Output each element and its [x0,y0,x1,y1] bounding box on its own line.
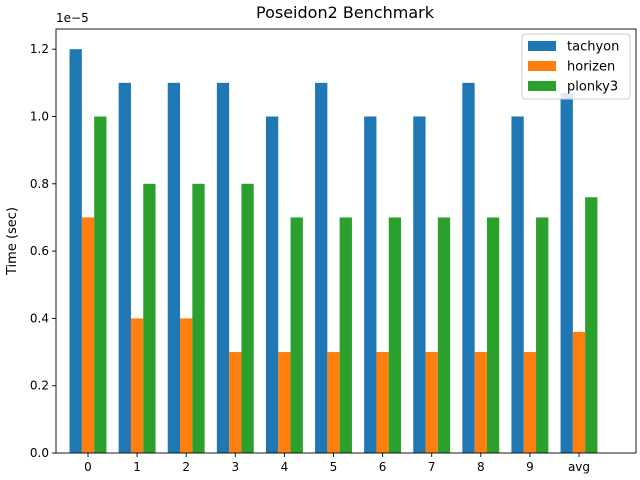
bar-plonky3-9 [536,217,549,453]
legend-swatch-plonky3 [528,81,556,91]
bar-horizen-7 [425,352,438,453]
x-tick-label: 3 [231,460,239,474]
bar-tachyon-3 [216,82,230,453]
bar-plonky3-3 [241,183,254,454]
legend-label-plonky3: plonky3 [567,80,618,95]
bar-plonky3-6 [388,217,402,453]
bar-tachyon-5 [315,82,328,453]
x-tick-label: 7 [428,460,436,474]
bar-horizen-3 [229,352,242,453]
bar-tachyon-7 [413,116,426,454]
bar-plonky3-avg [585,197,598,453]
x-tick-label: 1 [133,460,141,474]
y-tick-label: 0.6 [30,244,49,258]
x-tick-label: 2 [182,460,190,474]
bar-tachyon-avg [560,92,573,453]
bar-tachyon-0 [69,49,82,453]
bar-horizen-9 [523,352,537,453]
legend-label-tachyon: tachyon [567,40,619,55]
legend: tachyon horizen plonky3 [521,33,631,100]
plot-frame [55,28,637,454]
bar-horizen-0 [81,217,95,453]
y-tick-label: 0.0 [30,446,49,460]
bar-horizen-avg [572,331,586,453]
bar-horizen-2 [180,318,193,453]
x-tick-label: 5 [330,460,338,474]
x-tick-label: 4 [281,460,289,474]
x-tick-label: 8 [477,460,485,474]
bar-tachyon-4 [265,116,279,454]
bar-horizen-5 [327,352,340,453]
bar-horizen-1 [130,318,144,453]
y-tick-label: 0.8 [30,177,49,191]
bar-plonky3-7 [437,217,451,453]
axes-layer: 0.0 0.2 0.4 0.6 0.8 1.0 1.2 0 1 2 3 4 5 6 7 8 9 avg [30,28,637,474]
bar-horizen-6 [376,352,389,453]
bar-tachyon-6 [364,116,377,454]
x-tick-label: 0 [84,460,92,474]
bar-plonky3-8 [486,217,500,453]
bar-horizen-8 [474,352,487,453]
y-tick-label: 1.2 [30,42,49,56]
legend-label-horizen: horizen [567,60,615,75]
bar-plonky3-2 [192,183,205,454]
chart-title: Poseidon2 Benchmark [256,3,435,22]
legend-swatch-horizen [528,61,556,71]
y-tick-label: 1.0 [30,109,49,123]
y-axis-exponent-label: 1e−5 [56,11,89,25]
bar-horizen-4 [278,352,291,453]
x-tick-label: avg [568,460,590,474]
x-tick-label: 9 [526,460,534,474]
bars-layer [69,49,598,454]
x-tick-label: 6 [379,460,387,474]
bar-tachyon-9 [511,116,524,454]
bar-plonky3-0 [94,116,107,454]
bar-tachyon-8 [462,82,475,453]
bar-plonky3-1 [143,183,156,454]
bar-plonky3-5 [339,217,352,453]
bar-plonky3-4 [290,217,303,453]
y-tick-label: 0.4 [30,311,49,325]
bar-tachyon-2 [167,82,181,453]
y-tick-label: 0.2 [30,379,49,393]
y-axis-label: Time (sec) [5,207,20,276]
bar-tachyon-1 [118,82,131,453]
legend-swatch-tachyon [528,41,556,51]
